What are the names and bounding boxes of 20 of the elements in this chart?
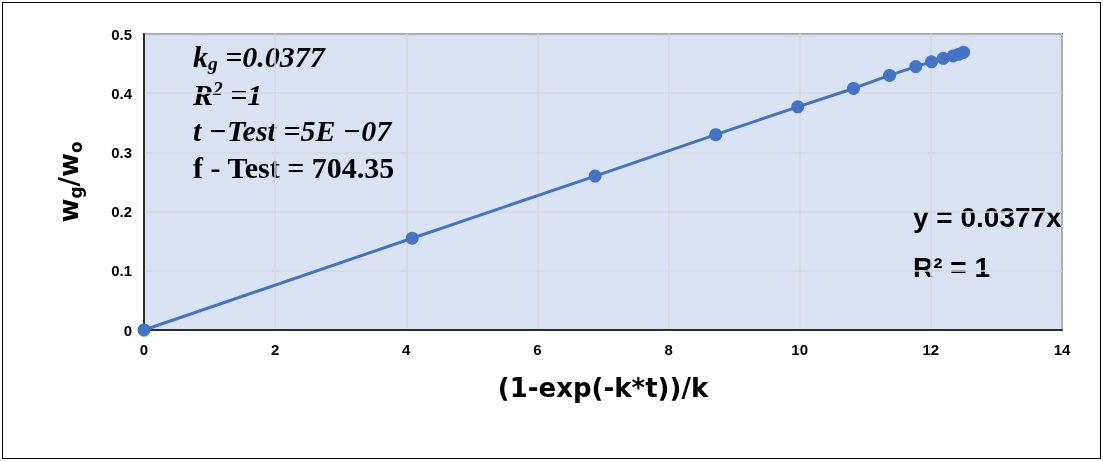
y-tick-label: 0.2	[111, 203, 132, 221]
x-axis-title: (1-exp(-k*t))/k	[497, 373, 709, 403]
y-axis-title: wg/wo	[54, 141, 86, 223]
y-tick-label: 0	[123, 321, 132, 339]
x-tick-label: 12	[922, 341, 940, 358]
x-tick-label: 0	[139, 341, 149, 358]
y-tick-label: 0.1	[111, 262, 132, 280]
x-tick-label: 14	[1053, 341, 1071, 358]
x-tick-label: 2	[270, 341, 280, 358]
y-tick-label: 0.5	[111, 25, 132, 43]
x-tick-label: 10	[791, 341, 809, 358]
annotation: R² = 1	[913, 251, 991, 283]
annotation: y = 0.0377x	[913, 201, 1063, 233]
x-tick-label: 6	[533, 341, 542, 358]
y-tick-label: 0.3	[111, 143, 132, 161]
x-tick-label: 8	[664, 341, 673, 358]
x-tick-label: 4	[402, 341, 412, 358]
y-tick-label: 0.4	[111, 84, 133, 102]
annotation: f - Test = 704.35	[193, 150, 395, 184]
annotation: t −Test =5E −07	[193, 113, 393, 147]
